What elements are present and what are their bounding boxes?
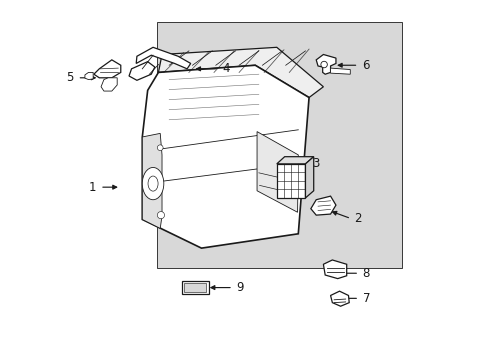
Text: 3: 3 — [311, 157, 319, 170]
Text: 4: 4 — [222, 62, 229, 75]
Polygon shape — [310, 196, 335, 215]
Polygon shape — [142, 134, 162, 228]
FancyBboxPatch shape — [276, 164, 305, 198]
Polygon shape — [305, 157, 313, 198]
Polygon shape — [94, 60, 121, 78]
Polygon shape — [330, 68, 349, 74]
Polygon shape — [142, 65, 308, 248]
FancyBboxPatch shape — [182, 281, 208, 294]
Polygon shape — [156, 22, 402, 268]
Polygon shape — [136, 47, 190, 69]
Text: 6: 6 — [361, 59, 369, 72]
Polygon shape — [330, 291, 348, 306]
Text: 5: 5 — [66, 71, 74, 84]
Text: 8: 8 — [362, 267, 369, 280]
Circle shape — [157, 145, 163, 150]
Polygon shape — [158, 47, 323, 98]
Polygon shape — [101, 78, 117, 91]
Text: 1: 1 — [89, 181, 96, 194]
Ellipse shape — [142, 167, 163, 200]
Text: 7: 7 — [362, 292, 369, 305]
Polygon shape — [85, 72, 93, 80]
Text: 9: 9 — [236, 281, 244, 294]
FancyBboxPatch shape — [183, 283, 206, 292]
Polygon shape — [316, 54, 335, 74]
Polygon shape — [323, 260, 346, 279]
Text: 2: 2 — [353, 212, 361, 225]
Circle shape — [320, 61, 326, 68]
Polygon shape — [129, 62, 155, 80]
Polygon shape — [276, 157, 313, 164]
Ellipse shape — [148, 176, 158, 191]
Circle shape — [157, 212, 164, 219]
Polygon shape — [257, 132, 298, 212]
